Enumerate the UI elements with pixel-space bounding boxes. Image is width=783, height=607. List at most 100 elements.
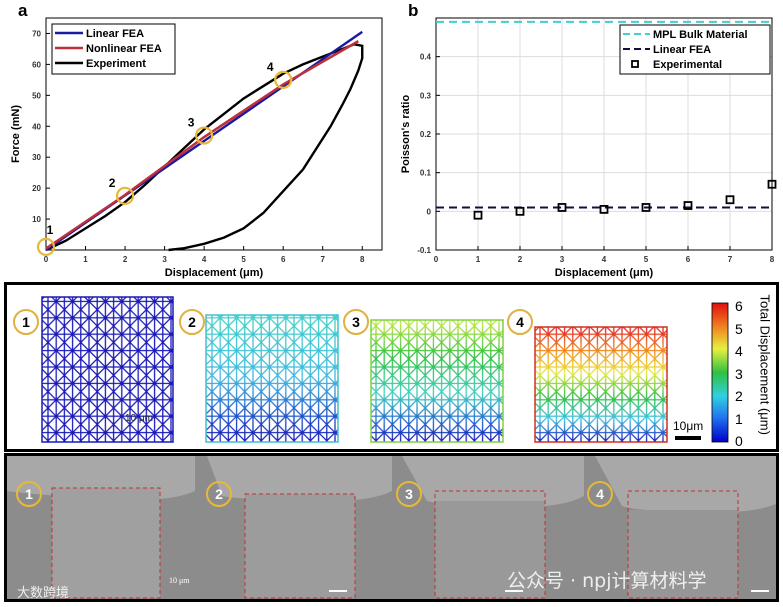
experimental-point (599, 204, 609, 214)
y-tick-label: 0.2 (420, 130, 432, 139)
fem-panel: 1 2 3 4 10 μm 10μm 0 1 2 3 4 5 6 Total Displac… (4, 282, 779, 452)
x-tick-label: 3 (162, 255, 167, 264)
sem-marker-2: 2 (206, 481, 232, 507)
legend-label: Linear FEA (653, 44, 711, 56)
x-tick-label: 0 (434, 255, 439, 264)
x-tick-label: 8 (360, 255, 365, 264)
x-tick-label: 3 (560, 255, 565, 264)
y-tick-label: 40 (32, 122, 41, 131)
colorbar-tick-label: 2 (735, 388, 743, 404)
y-tick-label: 0.4 (420, 53, 432, 62)
x-tick-label: 1 (476, 255, 481, 264)
y-tick-label: 0.1 (420, 169, 432, 178)
state-marker-4: 4 (507, 309, 533, 335)
scale-bar (675, 436, 701, 440)
y-tick-label: 0.3 (420, 91, 432, 100)
lattice-1 (42, 297, 173, 442)
sem-panel: 1 2 3 4 10 μm 公众号 · npj计算材料学 大数跨境 (4, 453, 779, 602)
y-tick-label: 20 (32, 184, 41, 193)
colorbar-tick-label: 3 (735, 365, 743, 382)
y-tick-label: 10 (32, 215, 41, 224)
x-tick-label: 2 (518, 255, 523, 264)
sem-scale-label: 10 μm (169, 576, 190, 585)
chart-a: 0 1 2 3 4 5 6 7 8 10 20 30 40 50 60 70 Displacement (μm)… (10, 1, 383, 279)
lattice-3 (371, 320, 503, 442)
state-marker-1: 1 (13, 309, 39, 335)
state-marker-label: 4 (267, 60, 274, 74)
legend-label: Linear FEA (86, 28, 144, 40)
x-tick-label: 0 (44, 255, 49, 264)
legend-label: MPL Bulk Material (653, 29, 748, 41)
experimental-point (683, 201, 693, 210)
state-marker (36, 237, 56, 257)
scale-bar-label: 10μm (673, 419, 704, 433)
experimental-point (515, 206, 525, 216)
sem-frame-2 (207, 456, 392, 599)
legend-swatch (631, 60, 639, 68)
x-tick-label: 4 (602, 255, 607, 264)
sem-images (7, 456, 776, 599)
experimental-point (725, 195, 735, 205)
y-tick-label: 0 (427, 207, 432, 216)
y-axis-label: Force (mN) (10, 105, 22, 163)
x-tick-label: 8 (770, 255, 775, 264)
fem-lattices (41, 296, 729, 443)
legend-label: Experimental (653, 59, 722, 71)
sem-marker-4: 4 (587, 481, 613, 507)
colorbar-tick-label: 1 (735, 410, 743, 427)
x-tick-label: 5 (241, 255, 246, 264)
experimental-point (767, 179, 777, 189)
plot-frame (45, 17, 383, 251)
x-tick-label: 4 (202, 255, 207, 264)
y-tick-label: 50 (32, 91, 41, 100)
x-axis-label: Displacement (μm) (165, 267, 264, 279)
sem-frame-3 (402, 456, 584, 599)
series-nonlinear-fea-top (45, 40, 359, 250)
state-marker-2: 2 (179, 309, 205, 335)
state-marker-label: 3 (188, 116, 195, 130)
x-tick-label: 7 (728, 255, 733, 264)
experimental-point (557, 203, 567, 212)
state-marker-label: 2 (109, 176, 116, 190)
sem-frame-1 (7, 456, 195, 599)
state-marker-3: 3 (343, 309, 369, 335)
x-tick-label: 5 (644, 255, 649, 264)
watermark-left: 大数跨境 (17, 586, 70, 601)
sem-marker-3: 3 (396, 481, 422, 507)
x-tick-label: 6 (686, 255, 691, 264)
panel-label: b (408, 1, 418, 20)
x-tick-label: 6 (281, 255, 286, 264)
y-tick-label: 60 (32, 60, 41, 69)
colorbar-tick-label: 6 (735, 298, 743, 314)
inner-scale-label: 10 μm (125, 413, 153, 424)
state-marker (195, 126, 214, 145)
sem-frame-4 (595, 456, 776, 599)
watermark-right: 公众号 · npj计算材料学 (507, 570, 707, 592)
state-marker (115, 186, 135, 205)
series-experiment (45, 43, 364, 252)
sem-marker-1: 1 (16, 481, 42, 507)
y-axis-label: Poisson's ratio (400, 95, 412, 174)
legend-label: Experiment (86, 58, 146, 70)
state-marker (274, 70, 293, 89)
colorbar (711, 302, 729, 443)
panel-label: a (18, 1, 28, 20)
y-tick-label: 30 (32, 153, 41, 162)
experimental-point (473, 210, 483, 220)
x-axis-label: Displacement (μm) (555, 267, 654, 279)
colorbar-tick-label: 5 (735, 320, 743, 337)
state-marker-label: 1 (47, 223, 54, 237)
lattice-2 (206, 315, 338, 442)
colorbar-tick-label: 4 (735, 343, 743, 359)
experimental-point (641, 203, 651, 212)
x-tick-label: 1 (83, 255, 88, 264)
y-tick-label: 70 (32, 29, 41, 38)
y-tick-label: -0.1 (417, 246, 431, 255)
legend-label: Nonlinear FEA (86, 43, 162, 55)
x-tick-label: 2 (123, 255, 128, 264)
lattice-4 (535, 327, 667, 442)
colorbar-tick-label: 0 (735, 433, 743, 449)
x-tick-label: 7 (320, 255, 325, 264)
